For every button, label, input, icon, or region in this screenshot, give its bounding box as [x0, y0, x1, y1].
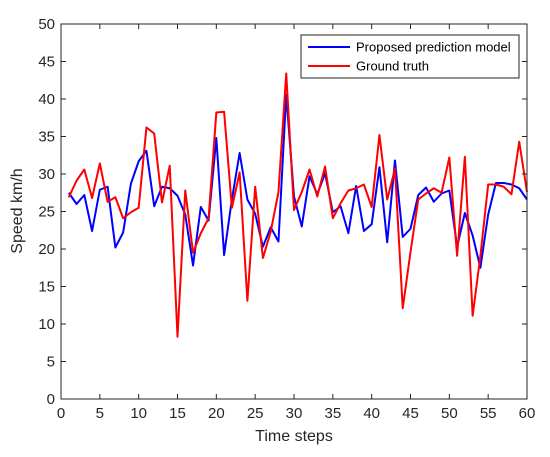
legend-label-proposed: Proposed prediction model — [356, 40, 511, 55]
plot-area — [61, 24, 527, 399]
y-tick-label: 5 — [47, 354, 55, 371]
y-axis-ticks: 0 5 10 15 20 25 30 35 40 45 50 — [38, 16, 527, 408]
y-tick-label: 15 — [38, 279, 55, 296]
x-axis-ticks: 0 5 10 15 20 25 30 35 40 45 50 55 60 — [57, 24, 536, 422]
x-tick-label: 10 — [130, 405, 147, 422]
y-tick-label: 40 — [38, 91, 55, 108]
y-tick-label: 25 — [38, 204, 55, 221]
y-tick-label: 45 — [38, 54, 55, 71]
x-tick-label: 20 — [208, 405, 225, 422]
x-tick-label: 35 — [324, 405, 341, 422]
series-layer — [67, 72, 528, 338]
series-line-ground-truth — [67, 72, 528, 338]
x-tick-label: 5 — [96, 405, 104, 422]
x-tick-label: 55 — [480, 405, 497, 422]
x-axis-label: Time steps — [255, 428, 333, 445]
y-tick-label: 0 — [47, 391, 55, 408]
x-tick-label: 45 — [402, 405, 419, 422]
y-tick-label: 35 — [38, 129, 55, 146]
x-tick-label: 25 — [247, 405, 264, 422]
y-tick-label: 10 — [38, 316, 55, 333]
x-tick-label: 0 — [57, 405, 65, 422]
y-tick-label: 30 — [38, 166, 55, 183]
y-axis-label: Speed km/h — [9, 168, 26, 253]
y-tick-label: 50 — [38, 16, 55, 33]
x-tick-label: 15 — [169, 405, 186, 422]
x-tick-label: 40 — [363, 405, 380, 422]
legend-label-ground-truth: Ground truth — [356, 59, 429, 74]
legend: Proposed prediction model Ground truth — [300, 34, 520, 79]
x-tick-label: 50 — [441, 405, 458, 422]
y-tick-label: 20 — [38, 241, 55, 258]
x-tick-label: 60 — [519, 405, 536, 422]
series-line-proposed-prediction-model — [67, 93, 528, 269]
legend-box — [300, 34, 520, 79]
x-tick-label: 30 — [286, 405, 303, 422]
